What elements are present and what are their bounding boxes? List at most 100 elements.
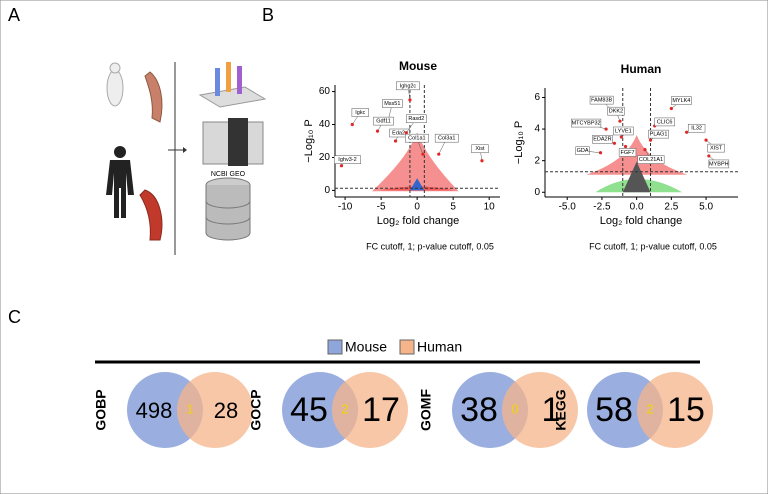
x-tick-label: 5.0 [699, 202, 713, 213]
gene-box [589, 95, 614, 105]
gene-box [575, 146, 590, 156]
y-tick-label: 0 [324, 185, 330, 196]
count-shared: 2 [646, 401, 653, 416]
gene-label: Rasd2 [408, 116, 424, 122]
volcano-plot: Human -5.0 -2.5 0.0 2.5 5.0 0 2 4 6 Log₂ fold chan… [513, 62, 738, 251]
y-axis-label: −Log₁₀ P [303, 119, 315, 162]
db-body [205, 185, 251, 241]
count-human: 17 [362, 391, 400, 429]
gene-box [396, 81, 420, 91]
count-shared: 0 [511, 401, 518, 416]
human-head [114, 146, 126, 158]
gene-box [613, 126, 634, 136]
count-mouse: 38 [460, 391, 498, 429]
gene-box [334, 155, 361, 164]
gene-label: FAM83B [591, 98, 612, 104]
y-tick-label: 20 [319, 152, 331, 163]
plot-title: Human [621, 62, 662, 76]
human-icon [106, 160, 134, 218]
gene-label: Col1a1 [408, 136, 425, 142]
gene-label: GDA [577, 148, 589, 154]
legend-swatch [399, 339, 415, 355]
leg-muscle [144, 71, 163, 123]
gene-label: Col3a1 [438, 136, 455, 142]
db-label: NCBI GEO [211, 171, 246, 178]
gene-box [671, 96, 692, 105]
gene-box [373, 116, 394, 126]
count-human: 15 [667, 391, 705, 429]
count-shared: 2 [341, 401, 348, 416]
legend-swatch [327, 339, 343, 355]
gene-label: MTCYBP32 [572, 121, 601, 127]
venn-human [502, 372, 578, 448]
cloud-red [371, 132, 459, 192]
gene-box [406, 114, 427, 124]
gene-label: PLAG1 [650, 132, 668, 138]
gene-label: COL21A1 [639, 157, 663, 163]
sequencer-front [228, 118, 248, 166]
set-label: KEGG [553, 389, 569, 430]
x-tick-label: -5.0 [559, 202, 577, 213]
mouse-head [109, 62, 121, 74]
panel-a-icons: NCBI GEO [106, 62, 267, 255]
y-axis-label: −Log₁₀ P [513, 121, 525, 164]
gene-box [637, 155, 665, 164]
mouse-icon [106, 69, 124, 107]
gene-label: DKK2 [609, 109, 623, 115]
panel-label: A [8, 5, 20, 25]
gene-label: CLIC6 [657, 119, 673, 125]
gene-label: MYBPH [709, 161, 729, 167]
x-tick-label: -10 [338, 202, 353, 213]
gene-box [471, 144, 489, 154]
gene-label: Ighg2c [400, 83, 417, 89]
x-tick-label: 0 [414, 202, 420, 213]
gene-box [389, 128, 410, 138]
plot-title: Mouse [399, 59, 437, 73]
y-tick-label: 60 [319, 86, 331, 97]
array-bar [215, 68, 220, 96]
caption: FC cutoff, 1; p-value cutoff, 0.05 [366, 241, 494, 251]
set-label: GOMF [418, 389, 434, 431]
cloud-center [409, 178, 425, 191]
x-tick-label: 10 [484, 202, 496, 213]
gene-label: XIST [710, 146, 723, 152]
gene-box [707, 143, 725, 153]
set-label: GOCP [248, 389, 264, 430]
gene-label: IL32 [691, 126, 702, 132]
gene-box [592, 135, 613, 144]
gene-label: MYLK4 [672, 98, 690, 104]
y-tick-label: 40 [319, 119, 331, 130]
gene-box [648, 129, 669, 139]
gene-box [654, 117, 675, 127]
y-tick-label: 6 [534, 92, 540, 103]
db-rings [205, 200, 251, 225]
legend-label: Mouse [345, 339, 387, 355]
count-mouse: 498 [136, 398, 173, 423]
array-bar [226, 62, 231, 92]
x-axis-label: Log₂ fold change [377, 215, 460, 227]
cloud-center [622, 161, 651, 193]
y-tick-label: 0 [534, 187, 540, 198]
gene-box [405, 133, 429, 143]
gene-label: Igkc [355, 110, 365, 116]
y-tick-label: 2 [534, 155, 540, 166]
gene-label: Gdf11 [376, 119, 391, 125]
x-tick-label: 0.0 [630, 202, 644, 213]
x-tick-label: -2.5 [593, 202, 611, 213]
x-axis-label: Log₂ fold change [600, 215, 683, 227]
gene-label: Xist [475, 146, 485, 152]
x-tick-label: 5 [450, 202, 456, 213]
count-shared: 1 [186, 401, 193, 416]
count-mouse: 45 [290, 391, 328, 429]
arrow-head [183, 147, 187, 153]
panel-label: B [262, 5, 274, 25]
gene-label: Mss51 [384, 101, 400, 107]
count-mouse: 58 [595, 391, 633, 429]
cloud-red [586, 134, 688, 175]
venn-human [637, 372, 713, 448]
gene-label: LYVE1 [615, 128, 632, 134]
gene-label: Ighv3-2 [338, 157, 356, 163]
venn-human [177, 372, 253, 448]
x-tick-label: -5 [377, 202, 386, 213]
array-bar [237, 66, 242, 94]
